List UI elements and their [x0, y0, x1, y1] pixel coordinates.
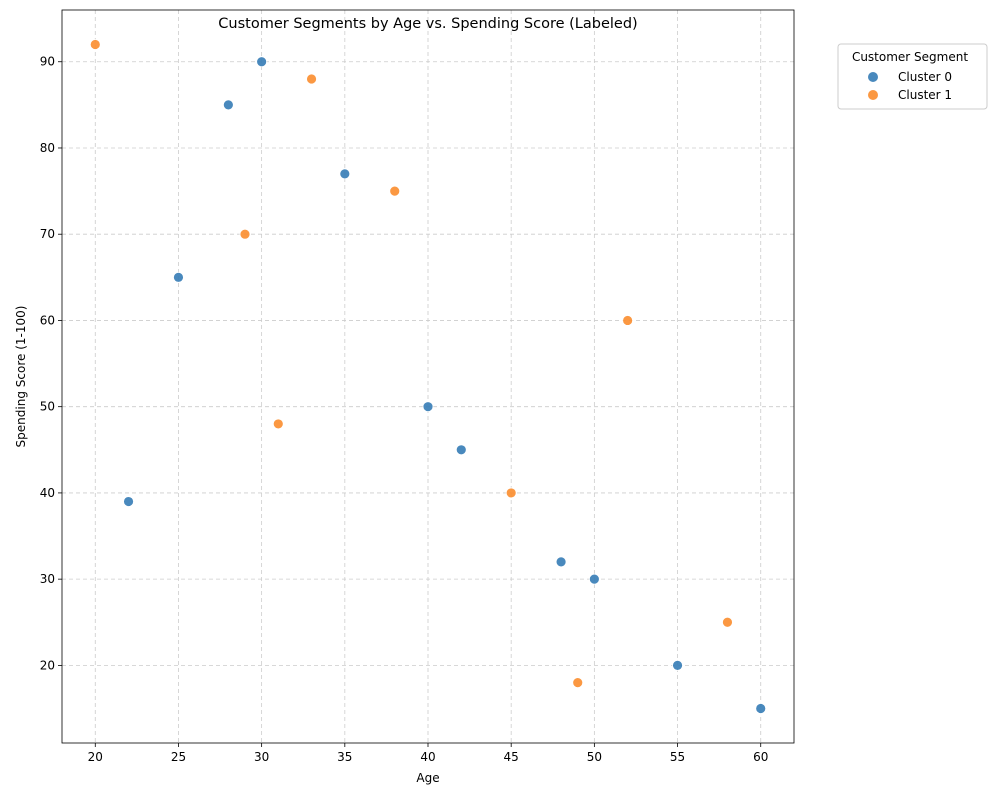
data-point-cluster-0 [123, 496, 134, 507]
data-point-cluster-0 [455, 444, 467, 456]
data-point-cluster-0 [755, 703, 767, 714]
legend-marker [868, 72, 878, 82]
grid-layer [62, 10, 794, 743]
legend-marker [868, 90, 878, 100]
x-tick-label: 25 [171, 750, 186, 764]
data-point-cluster-1 [239, 228, 251, 240]
y-tick-label: 70 [40, 227, 55, 241]
legend-entries: Cluster 0 Cluster 1 [868, 70, 952, 102]
data-point-cluster-1 [389, 185, 401, 197]
x-tick-label: 30 [254, 750, 269, 764]
data-point-cluster-1 [572, 677, 584, 689]
x-tick-label: 60 [753, 750, 768, 764]
chart-title: Customer Segments by Age vs. Spending Sc… [218, 16, 637, 32]
data-point-cluster-0 [222, 99, 234, 111]
x-tick-label: 20 [88, 750, 103, 764]
y-tick-label: 20 [40, 658, 55, 672]
data-point-cluster-0 [672, 659, 683, 671]
y-tick-label: 50 [40, 400, 55, 414]
data-point-cluster-1 [306, 73, 317, 85]
data-point-cluster-0 [339, 168, 351, 180]
y-axis-label: Spending Score (1-100) [14, 306, 28, 448]
data-point-cluster-1 [89, 39, 101, 50]
data-point-cluster-0 [588, 573, 600, 585]
data-point-cluster-1 [622, 315, 634, 326]
y-tick-label: 40 [40, 486, 55, 500]
x-tick-label: 40 [420, 750, 435, 764]
y-tick-label: 60 [40, 313, 55, 327]
x-axis-label: Age [416, 771, 439, 785]
data-point-cluster-1 [505, 487, 517, 499]
data-point-cluster-0 [555, 556, 567, 568]
y-tick-label: 90 [40, 55, 55, 69]
x-tick-label: 50 [587, 750, 602, 764]
data-points [89, 39, 767, 714]
y-tick-label: 30 [40, 572, 55, 586]
axis-ticks: 20 25 30 35 40 45 50 55 60 20 30 40 50 60 70 80 90 [40, 55, 769, 764]
data-point-cluster-0 [173, 271, 184, 283]
data-point-cluster-1 [722, 616, 733, 628]
x-tick-label: 35 [337, 750, 352, 764]
legend-label: Cluster 0 [898, 70, 952, 84]
data-point-cluster-0 [422, 401, 434, 413]
data-point-cluster-1 [272, 418, 284, 430]
x-tick-label: 55 [670, 750, 685, 764]
legend-label: Cluster 1 [898, 88, 952, 102]
data-point-cluster-0 [256, 56, 268, 68]
legend-title: Customer Segment [852, 50, 968, 64]
x-tick-label: 45 [504, 750, 519, 764]
y-tick-label: 80 [40, 141, 55, 155]
legend: Customer Segment Cluster 0 Cluster 1 [837, 43, 988, 110]
